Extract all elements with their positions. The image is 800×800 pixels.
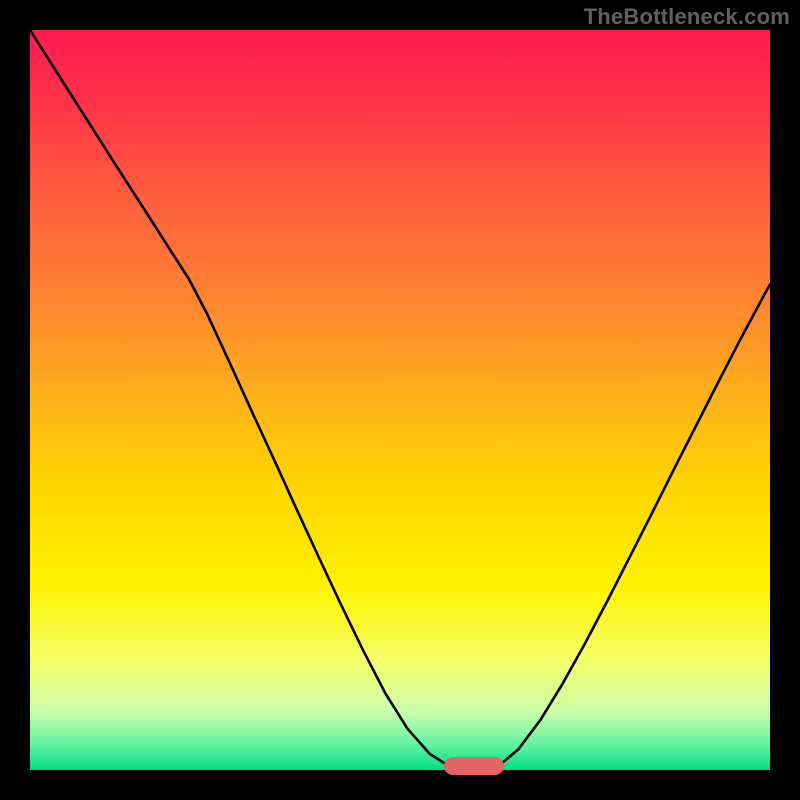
chart-frame: TheBottleneck.com	[0, 0, 800, 800]
plot-area	[30, 30, 770, 770]
gradient-background	[30, 30, 770, 770]
optimum-marker	[444, 757, 503, 775]
watermark-text: TheBottleneck.com	[584, 4, 790, 30]
bottleneck-chart-svg	[30, 30, 770, 770]
